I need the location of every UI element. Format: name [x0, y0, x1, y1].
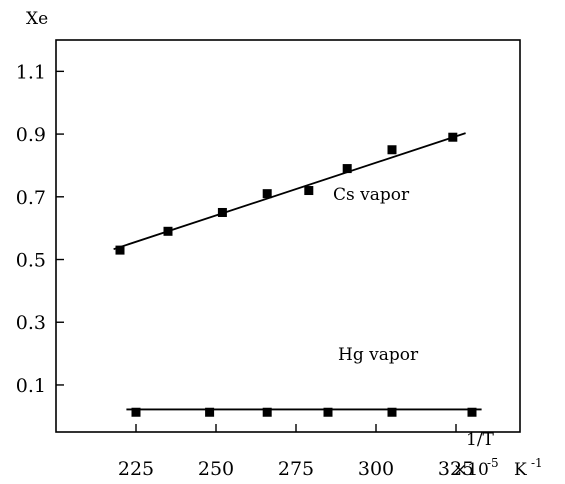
series-label: Cs vapor [333, 185, 410, 205]
y-axis-ticks: 0.1 0.3 0.5 0.7 0.9 1.1 [16, 61, 64, 397]
fit-lines [113, 132, 482, 411]
x-tick-label: 250 [198, 458, 234, 480]
data-point [387, 407, 397, 417]
x-tick-label: 225 [118, 458, 154, 480]
data-point [387, 145, 397, 155]
data-point [131, 407, 141, 417]
x-tick-label: 275 [278, 458, 314, 480]
data-point [205, 407, 215, 417]
data-point [323, 407, 333, 417]
data-point [342, 164, 352, 174]
y-tick-label: 0.3 [16, 312, 46, 334]
x-axis-unit: 1/T ×10 -5 K -1 [453, 430, 543, 480]
data-points [115, 132, 477, 417]
series-label: Hg vapor [338, 345, 419, 365]
x-axis-unit-prefix: ×10 [453, 460, 489, 480]
y-tick-label: 1.1 [16, 61, 46, 83]
data-point [304, 186, 314, 196]
y-tick-label: 0.1 [16, 375, 46, 397]
data-point [262, 189, 272, 199]
data-point [467, 407, 477, 417]
data-point [163, 226, 173, 236]
y-tick-label: 0.9 [16, 124, 46, 146]
series-labels: Cs vapor Hg vapor [333, 185, 419, 365]
data-point [262, 407, 272, 417]
y-axis-title: Xe [26, 9, 48, 29]
plot-frame [55, 39, 521, 433]
x-tick-label: 325 [438, 458, 474, 480]
x-axis-unit-suffix: K [514, 460, 527, 480]
x-tick-label: 300 [358, 458, 394, 480]
data-point [448, 132, 458, 142]
x-axis-ticks: 225 250 275 300 325 [118, 424, 474, 480]
x-axis-unit-suffix-exponent: -1 [531, 456, 543, 470]
data-point [217, 207, 227, 217]
x-axis-unit-prefix-exponent: -5 [487, 456, 499, 470]
x-axis-title: 1/T [466, 430, 495, 450]
y-tick-label: 0.5 [16, 250, 46, 272]
y-tick-label: 0.7 [16, 187, 46, 209]
data-point [115, 245, 125, 255]
